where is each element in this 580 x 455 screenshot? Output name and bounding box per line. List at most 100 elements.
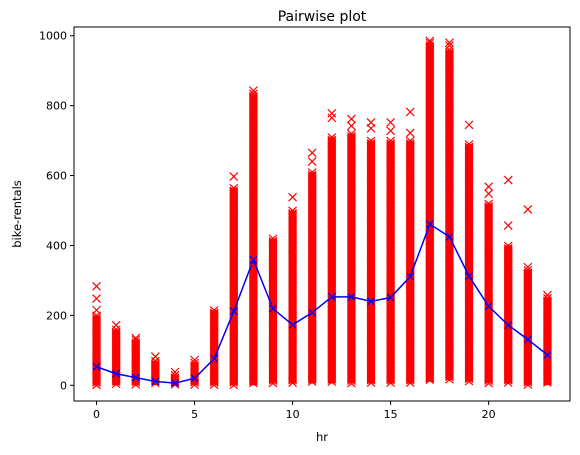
scatter-point	[150, 352, 160, 362]
mean-point	[288, 320, 297, 329]
mean-point	[406, 272, 415, 281]
scatter-markers	[268, 234, 278, 388]
scatter-point	[484, 189, 494, 199]
scatter-column-hr-18	[445, 45, 454, 384]
scatter-point	[386, 126, 396, 136]
scatter-point	[92, 294, 101, 304]
scatter-point	[543, 290, 552, 300]
x-axis-title: hr	[316, 430, 328, 444]
mean-point	[151, 377, 160, 386]
mean-point	[484, 302, 493, 311]
scatter-point	[523, 262, 533, 272]
scatter-markers	[366, 136, 376, 388]
scatter-point	[366, 123, 376, 133]
scatter-point	[445, 41, 454, 50]
scatter-column-hr-23	[543, 293, 552, 387]
scatter-column-fill	[406, 140, 415, 384]
mean-point	[465, 272, 473, 281]
y-tick-label: 0	[60, 379, 67, 392]
y-axis-title: bike-rentals	[10, 180, 24, 248]
plot-area	[92, 36, 552, 390]
scatter-column-hr-12	[327, 133, 337, 387]
scatter-markers	[327, 133, 337, 387]
mean-point	[190, 374, 199, 383]
chart-title: Pairwise plot	[278, 9, 367, 25]
scatter-point	[307, 157, 317, 166]
scatter-point	[445, 38, 454, 48]
scatter-point	[229, 172, 239, 182]
scatter-column-fill	[504, 245, 513, 384]
mean-point	[543, 350, 552, 359]
scatter-point	[425, 373, 435, 383]
scatter-point	[503, 175, 513, 185]
scatter-point	[288, 192, 298, 202]
scatter-column-hr-6	[209, 306, 219, 390]
scatter-column-hr-22	[523, 265, 533, 389]
mean-point	[386, 293, 395, 302]
scatter-markers	[131, 335, 141, 389]
scatter-point	[190, 355, 199, 365]
scatter-column-hr-8	[248, 89, 258, 388]
x-tick-label: 20	[482, 408, 496, 421]
mean-point	[171, 379, 179, 388]
scatter-column-hr-7	[229, 183, 239, 390]
scatter-column-fill	[543, 297, 552, 386]
scatter-markers	[386, 136, 396, 388]
scatter-point	[405, 107, 415, 117]
mean-point	[445, 232, 454, 241]
mean-line	[96, 223, 548, 384]
mean-point	[269, 304, 277, 313]
x-tick-label: 10	[286, 408, 300, 421]
y-tick-label: 1000	[39, 30, 67, 43]
scatter-point	[503, 221, 513, 230]
scatter-point	[327, 113, 337, 123]
y-axis: 0 200 400 600 800 1000	[39, 30, 74, 392]
scatter-markers	[248, 89, 258, 388]
scatter-column-hr-9	[268, 234, 278, 388]
scatter-column-hr-15	[386, 136, 396, 388]
scatter-column-fill	[288, 210, 297, 384]
y-tick-label: 600	[46, 170, 67, 183]
scatter-markers	[543, 293, 552, 387]
mean-point	[523, 335, 532, 344]
scatter-markers	[111, 325, 121, 389]
scatter-markers	[347, 129, 356, 388]
scatter-markers	[484, 199, 494, 388]
scatter-column-hr-11	[307, 168, 317, 387]
scatter-point	[346, 114, 356, 124]
mean-point	[92, 362, 101, 371]
scatter-point	[464, 120, 474, 130]
scatter-markers	[523, 265, 533, 389]
scatter-column-hr-2	[131, 335, 141, 389]
scatter-markers	[229, 183, 239, 390]
x-tick-label: 15	[384, 408, 398, 421]
scatter-column-fill	[465, 144, 474, 382]
scatter-column-hr-21	[503, 241, 513, 387]
scatter-point	[131, 333, 141, 343]
x-tick-label: 0	[93, 408, 100, 421]
mean-point	[131, 373, 140, 382]
plot-frame	[73, 26, 571, 402]
mean-point	[112, 369, 121, 378]
mean-point	[327, 292, 336, 301]
scatter-point	[484, 182, 494, 192]
x-tick-label: 5	[191, 408, 198, 421]
scatter-column-hr-20	[484, 199, 494, 388]
scatter-point	[248, 86, 258, 96]
scatter-point	[92, 281, 101, 291]
mean-point	[425, 220, 434, 229]
scatter-point	[327, 108, 337, 118]
y-tick-label: 400	[46, 239, 67, 252]
scatter-markers	[92, 311, 101, 390]
scatter-point	[523, 205, 533, 214]
mean-line-layer	[92, 220, 552, 388]
scatter-column-hr-17	[425, 38, 435, 385]
scatter-point	[386, 117, 396, 127]
scatter-column-hr-14	[366, 136, 376, 388]
scatter-column-hr-0	[92, 311, 101, 390]
scatter-column-hr-16	[405, 136, 415, 388]
scatter-markers	[503, 241, 513, 387]
scatter-markers	[209, 306, 219, 390]
y-tick-label: 200	[46, 309, 67, 322]
scatter-markers	[445, 45, 454, 384]
